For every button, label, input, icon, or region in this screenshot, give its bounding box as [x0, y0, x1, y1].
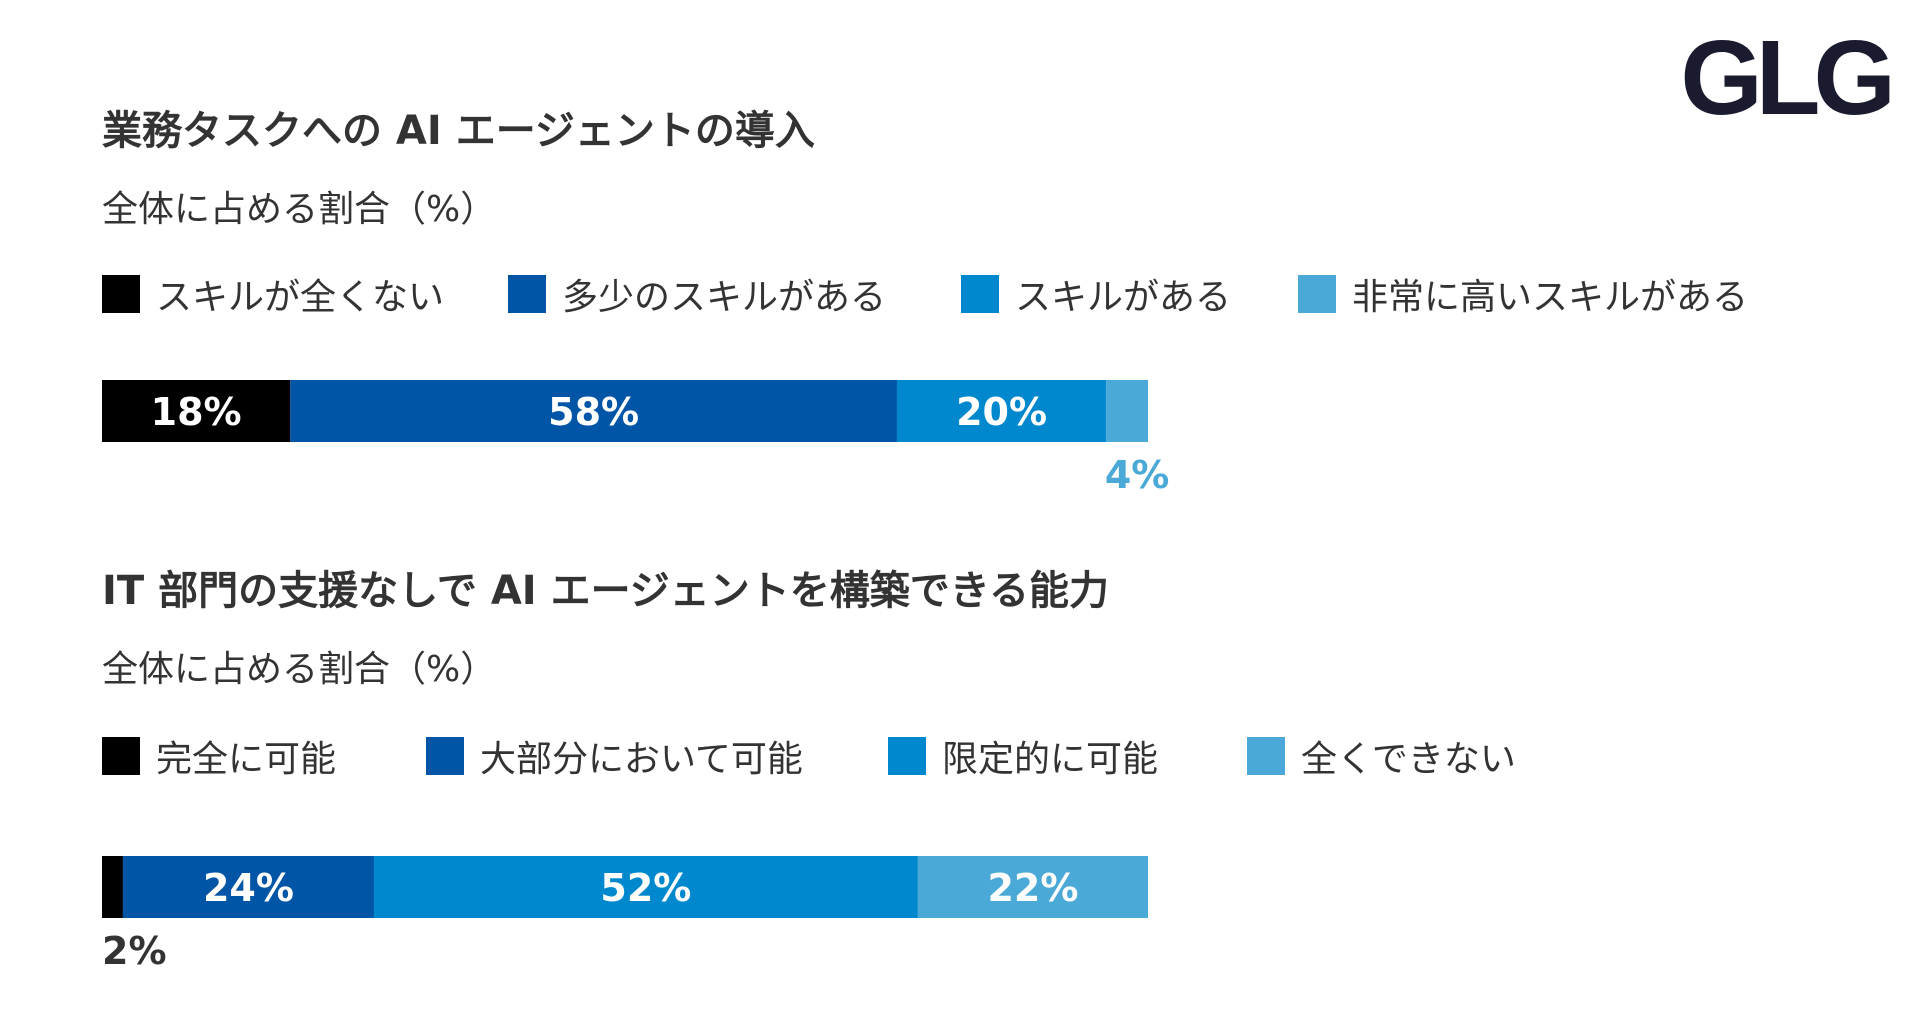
legend-label: スキルがある: [1015, 277, 1232, 318]
bar-segment: [1106, 380, 1148, 442]
bar-segment: [122, 856, 374, 918]
legend-swatch: [102, 275, 140, 313]
bar-segment: [102, 380, 291, 442]
stacked-bar-svg: 2% 24% 52% 22%: [102, 856, 1148, 973]
legend-label: 非常に高いスキルがある: [1352, 277, 1749, 318]
legend-swatch: [102, 737, 140, 775]
legend-label: 完全に可能: [156, 739, 337, 780]
data-label: 22%: [987, 866, 1078, 910]
legend-item-not-capable: 全くできない: [1247, 734, 1516, 780]
legend-item-highly-skilled: 非常に高いスキルがある: [1298, 272, 1748, 318]
legend-item-skilled: スキルがある: [961, 272, 1231, 318]
data-label: 18%: [151, 390, 242, 434]
legend-swatch: [888, 737, 926, 775]
legend-item-fully-capable: 完全に可能: [102, 734, 336, 780]
legend-label: 多少のスキルがある: [562, 277, 887, 318]
chart-title: IT 部門の支援なしで AI エージェントを構築できる能力: [102, 568, 1109, 614]
legend-swatch: [426, 737, 464, 775]
legend-item-some-skill: 多少のスキルがある: [508, 272, 886, 318]
chart-ai-agent-building: IT 部門の支援なしで AI エージェントを構築できる能力 全体に占める割合（%…: [102, 558, 1882, 978]
data-label: 58%: [548, 390, 639, 434]
glg-logo: GLG: [1680, 25, 1896, 131]
bar-segment: [896, 380, 1107, 442]
logo-text: GLG: [1680, 19, 1896, 137]
legend-label: 大部分において可能: [480, 739, 803, 780]
chart-title: 業務タスクへの AI エージェントの導入: [102, 108, 815, 154]
legend-swatch: [508, 275, 546, 313]
data-label: 4%: [1105, 453, 1170, 497]
legend-label: スキルが全くない: [156, 277, 445, 318]
legend-item-mostly-capable: 大部分において可能: [426, 734, 803, 780]
chart-ai-agent-adoption: 業務タスクへの AI エージェントの導入 全体に占める割合（%） スキルが全くな…: [102, 98, 1882, 518]
chart-subtitle: 全体に占める割合（%）: [102, 189, 497, 230]
bar-segment: [373, 856, 918, 918]
bar-segment: [102, 856, 123, 918]
legend-item-no-skill: スキルが全くない: [102, 272, 444, 318]
legend-swatch: [1298, 275, 1336, 313]
data-label: 52%: [600, 866, 691, 910]
legend-swatch: [961, 275, 999, 313]
stacked-bar-svg: 18% 58% 20% 4%: [102, 380, 1170, 497]
legend-item-limited: 限定的に可能: [888, 734, 1158, 780]
data-label: 2%: [102, 929, 167, 973]
data-label: 20%: [956, 390, 1047, 434]
chart-subtitle: 全体に占める割合（%）: [102, 649, 497, 690]
legend-label: 全くできない: [1301, 739, 1516, 780]
legend-label: 限定的に可能: [942, 739, 1159, 780]
bar-segment: [290, 380, 897, 442]
bar-segment: [917, 856, 1148, 918]
legend-swatch: [1247, 737, 1285, 775]
data-label: 24%: [203, 866, 294, 910]
